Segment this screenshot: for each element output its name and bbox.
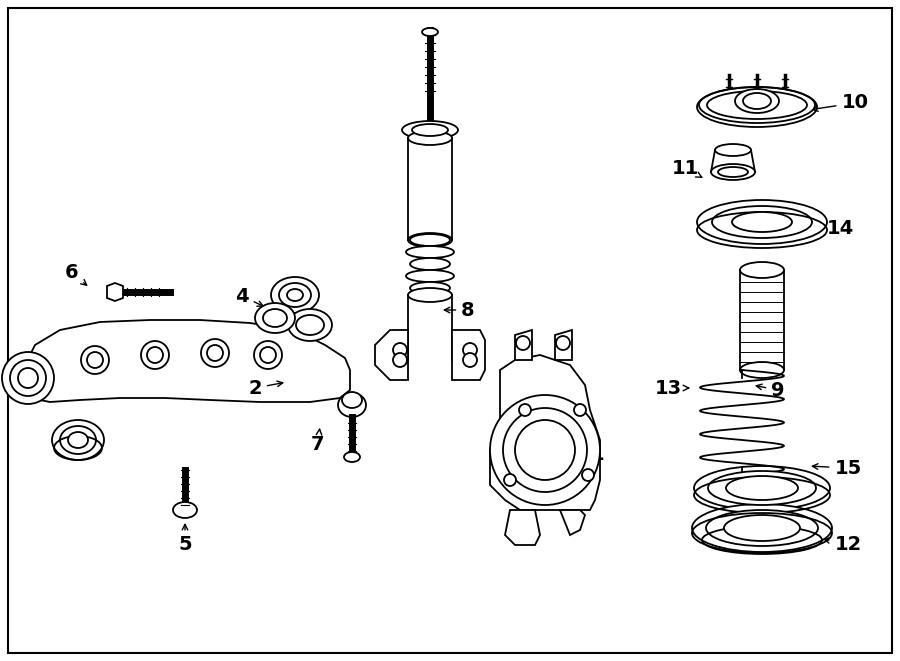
Ellipse shape — [718, 167, 748, 177]
Circle shape — [81, 346, 109, 374]
Circle shape — [490, 395, 600, 505]
Circle shape — [556, 336, 570, 350]
Ellipse shape — [740, 262, 784, 278]
Text: 15: 15 — [813, 459, 861, 477]
Circle shape — [393, 353, 407, 367]
Ellipse shape — [402, 121, 458, 139]
Circle shape — [463, 343, 477, 357]
Text: 14: 14 — [805, 219, 853, 237]
Circle shape — [504, 474, 516, 486]
Ellipse shape — [740, 362, 784, 378]
Ellipse shape — [707, 91, 807, 119]
Ellipse shape — [344, 452, 360, 462]
Circle shape — [515, 420, 575, 480]
Ellipse shape — [711, 164, 755, 180]
Ellipse shape — [271, 277, 319, 313]
Circle shape — [574, 404, 586, 416]
Text: 7: 7 — [311, 429, 325, 455]
Text: 8: 8 — [445, 301, 475, 319]
Polygon shape — [560, 510, 585, 535]
Ellipse shape — [712, 206, 812, 238]
Polygon shape — [711, 150, 755, 172]
Circle shape — [393, 343, 407, 357]
Ellipse shape — [255, 303, 295, 333]
Ellipse shape — [342, 392, 362, 408]
Ellipse shape — [422, 28, 438, 36]
Ellipse shape — [60, 426, 96, 454]
Text: 11: 11 — [671, 159, 702, 178]
Polygon shape — [452, 330, 485, 380]
Ellipse shape — [408, 288, 452, 302]
Text: 2: 2 — [248, 379, 283, 397]
Text: 6: 6 — [65, 264, 86, 286]
Circle shape — [18, 368, 38, 388]
Ellipse shape — [694, 466, 830, 510]
Text: 3: 3 — [55, 434, 84, 453]
Circle shape — [260, 347, 276, 363]
Ellipse shape — [68, 432, 88, 448]
Ellipse shape — [410, 282, 450, 294]
Ellipse shape — [699, 87, 815, 123]
Ellipse shape — [287, 289, 303, 301]
Ellipse shape — [406, 270, 454, 282]
Circle shape — [2, 352, 54, 404]
Text: 12: 12 — [824, 535, 861, 555]
Text: 10: 10 — [813, 93, 868, 112]
Circle shape — [10, 360, 46, 396]
Ellipse shape — [410, 234, 450, 246]
Text: 13: 13 — [654, 379, 688, 397]
Ellipse shape — [410, 258, 450, 270]
Polygon shape — [107, 283, 123, 301]
Circle shape — [463, 353, 477, 367]
Ellipse shape — [692, 504, 832, 552]
Ellipse shape — [279, 283, 311, 307]
Circle shape — [207, 345, 223, 361]
Circle shape — [503, 408, 587, 492]
Ellipse shape — [697, 200, 827, 244]
Circle shape — [516, 336, 530, 350]
Ellipse shape — [408, 131, 452, 145]
Polygon shape — [490, 355, 600, 510]
Ellipse shape — [338, 393, 366, 417]
Circle shape — [519, 404, 531, 416]
Circle shape — [582, 469, 594, 481]
Ellipse shape — [706, 510, 818, 546]
Ellipse shape — [173, 502, 197, 518]
Ellipse shape — [296, 315, 324, 335]
Ellipse shape — [726, 476, 798, 500]
Ellipse shape — [406, 246, 454, 258]
Text: 1: 1 — [564, 446, 605, 465]
Circle shape — [201, 339, 229, 367]
Ellipse shape — [263, 309, 287, 327]
Text: 9: 9 — [756, 381, 785, 399]
Ellipse shape — [412, 124, 448, 136]
Circle shape — [87, 352, 103, 368]
Polygon shape — [515, 330, 532, 360]
Polygon shape — [555, 330, 572, 360]
Ellipse shape — [52, 420, 104, 460]
Ellipse shape — [735, 89, 779, 113]
Polygon shape — [505, 510, 540, 545]
Text: 4: 4 — [235, 286, 263, 306]
Ellipse shape — [288, 309, 332, 341]
Polygon shape — [20, 320, 350, 402]
Ellipse shape — [732, 212, 792, 232]
Text: 5: 5 — [178, 524, 192, 555]
Circle shape — [254, 341, 282, 369]
Ellipse shape — [708, 471, 816, 505]
Ellipse shape — [724, 515, 800, 541]
Ellipse shape — [715, 144, 751, 156]
Polygon shape — [375, 330, 408, 380]
Circle shape — [141, 341, 169, 369]
Ellipse shape — [408, 233, 452, 247]
Circle shape — [147, 347, 163, 363]
Ellipse shape — [743, 93, 771, 109]
